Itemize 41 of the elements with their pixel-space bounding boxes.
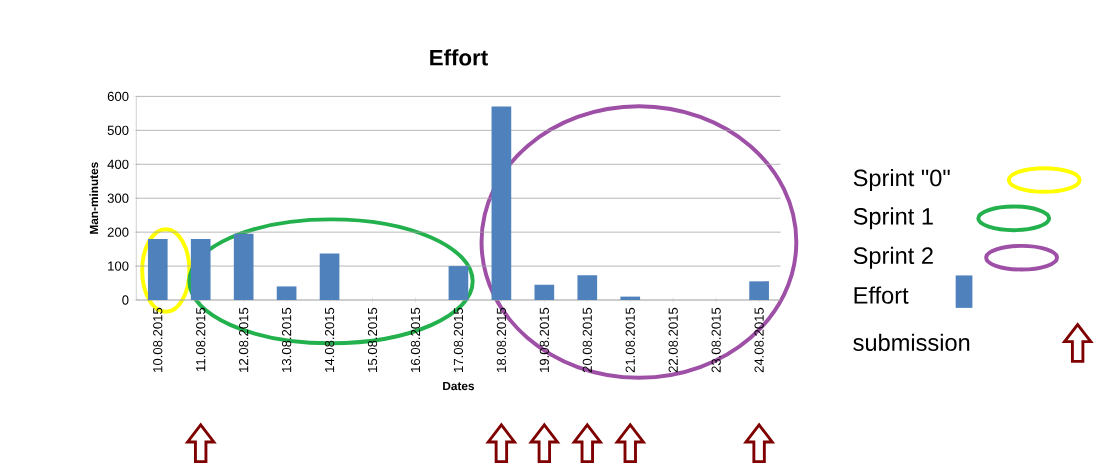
- x-tick-label: 11.08.2015: [196, 307, 206, 371]
- x-tick-label: 21.08.2015: [625, 307, 635, 373]
- bar: [319, 253, 340, 300]
- x-tick-label: 22.08.2015: [668, 307, 678, 373]
- bar: [233, 233, 254, 300]
- y-tick-label: 0: [122, 295, 129, 305]
- y-tick-label: 400: [107, 159, 129, 169]
- x-tick-label: 15.08.2015: [367, 307, 378, 372]
- bar: [491, 106, 512, 300]
- text: submission: [853, 333, 970, 351]
- bar: [534, 284, 555, 300]
- y-tick-label: 100: [108, 261, 129, 271]
- y-tick-label: 300: [107, 193, 129, 203]
- y-tick-label: 600: [107, 91, 129, 101]
- legend-label: Effort: [854, 286, 909, 304]
- x-tick-label: 20.08.2015: [582, 307, 592, 373]
- bar: [190, 238, 211, 300]
- x-tick-label: 14.08.2015: [324, 307, 335, 372]
- text: Sprint "0": [853, 168, 950, 191]
- bar: [749, 281, 769, 300]
- x-tick-label: 24.08.2015: [754, 307, 764, 373]
- bar: [448, 265, 469, 300]
- bar: [276, 286, 297, 300]
- bar: [577, 275, 598, 300]
- x-tick-label: 18.08.2015: [496, 307, 507, 372]
- x-tick-label: 23.08.2015: [711, 307, 721, 373]
- x-tick-label: 19.08.2015: [539, 307, 549, 372]
- x-tick-label: 13.08.2015: [281, 307, 292, 372]
- chart-title: Effort: [430, 49, 488, 66]
- x-axis-title: Dates: [443, 381, 475, 391]
- y-axis-title: Man-minutes: [89, 162, 99, 234]
- x-tick-label: 17.08.2015: [453, 307, 464, 372]
- bar: [147, 238, 168, 300]
- y-tick-label: 500: [107, 125, 129, 135]
- text: Sprint 2: [853, 246, 933, 269]
- bar: [620, 296, 641, 300]
- text: Sprint 1: [853, 207, 933, 230]
- x-tick-label: 10.08.2015: [153, 307, 163, 372]
- x-tick-label: 16.08.2015: [410, 307, 421, 372]
- x-tick-label: 12.08.2015: [239, 307, 249, 372]
- y-tick-label: 200: [107, 227, 129, 237]
